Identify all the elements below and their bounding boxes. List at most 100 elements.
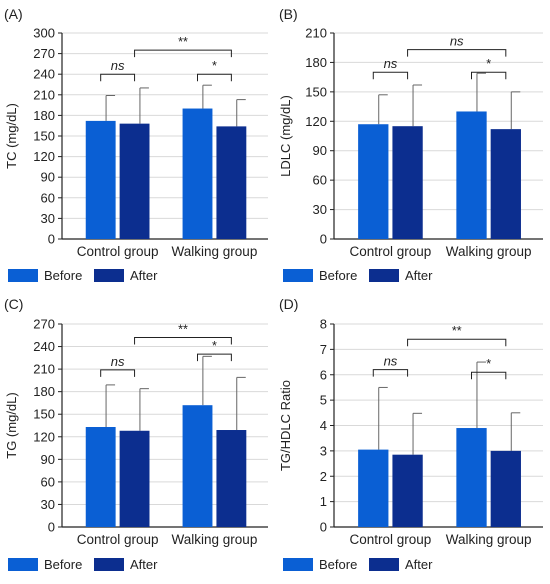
significance-bracket [197, 73, 232, 82]
legend: Before After [283, 557, 433, 572]
bar-before-walking [456, 111, 487, 239]
panel-label: (A) [4, 6, 23, 22]
legend-label-before: Before [44, 557, 82, 572]
legend-swatch-before [283, 269, 313, 282]
significance-bracket [407, 338, 507, 347]
significance-label: ns [111, 58, 125, 73]
x-category-label: Walking group [172, 532, 258, 547]
y-tick-label: 5 [320, 393, 327, 408]
y-tick-label: 60 [41, 190, 55, 205]
y-tick-label: 120 [33, 149, 55, 164]
legend-label-after: After [130, 557, 158, 572]
y-tick-label: 210 [305, 26, 327, 41]
bar-after-control [392, 126, 423, 239]
panel-label: (B) [279, 6, 298, 22]
significance-label: ns [384, 354, 398, 369]
y-tick-label: 180 [33, 384, 55, 399]
bar-before-walking [456, 428, 487, 527]
y-tick-label: 30 [41, 497, 55, 512]
bar-after-walking [490, 129, 521, 239]
y-tick-label: 0 [48, 232, 55, 247]
x-category-label: Walking group [446, 532, 532, 547]
legend-swatch-after [369, 558, 399, 571]
y-axis-label: TG/HDLC Ratio [278, 380, 293, 471]
significance-label: ns [384, 56, 398, 71]
significance-label: ** [452, 324, 462, 338]
legend-label-after: After [130, 268, 158, 283]
y-tick-label: 0 [320, 520, 327, 535]
y-tick-label: 60 [41, 474, 55, 489]
significance-bracket [100, 73, 136, 82]
y-axis-label: TC (mg/dL) [4, 103, 19, 169]
bar-after-control [119, 430, 150, 527]
chart-panel-3: (C) 0 30 60 90 120 150 180 210 240 270 TG (mg/dL) Co… [4, 296, 268, 572]
legend-swatch-after [94, 558, 124, 571]
bar-before-walking [182, 108, 213, 240]
bar-after-walking [216, 126, 247, 239]
y-tick-label: 30 [313, 202, 327, 217]
y-tick-label: 90 [41, 452, 55, 467]
legend-label-before: Before [319, 557, 357, 572]
y-tick-label: 2 [320, 469, 327, 484]
y-tick-label: 240 [33, 67, 55, 82]
y-tick-label: 90 [41, 170, 55, 185]
significance-bracket [134, 337, 232, 345]
y-tick-label: 4 [320, 418, 327, 433]
significance-label: ** [178, 323, 188, 337]
significance-bracket [134, 49, 232, 58]
y-tick-label: 150 [33, 407, 55, 422]
y-tick-label: 60 [313, 173, 327, 188]
bar-before-control [358, 449, 389, 527]
y-tick-label: 120 [33, 429, 55, 444]
panel-label: (D) [279, 296, 298, 312]
significance-bracket [407, 49, 507, 57]
x-category-label: Control group [77, 244, 159, 259]
y-tick-label: 180 [33, 108, 55, 123]
y-tick-label: 150 [33, 129, 55, 144]
panel-label: (C) [4, 296, 23, 312]
bar-after-control [392, 454, 423, 527]
legend-label-before: Before [44, 268, 82, 283]
x-category-label: Control group [350, 532, 432, 547]
y-tick-label: 7 [320, 342, 327, 357]
legend-label-after: After [405, 268, 433, 283]
significance-bracket [100, 369, 136, 377]
chart-panel-4: (D) 0 1 2 3 4 5 6 7 8 TG/HDLC Ratio Control group Wa… [278, 296, 543, 572]
bar-before-control [358, 124, 389, 239]
x-category-label: Walking group [172, 244, 258, 259]
y-tick-label: 270 [33, 317, 55, 332]
legend-swatch-before [283, 558, 313, 571]
significance-bracket [471, 371, 507, 380]
legend-swatch-before [8, 558, 38, 571]
y-tick-label: 0 [320, 232, 327, 247]
bar-after-walking [216, 430, 247, 527]
bar-after-walking [490, 450, 521, 527]
y-axis-label: TG (mg/dL) [4, 392, 19, 458]
y-tick-label: 180 [305, 55, 327, 70]
x-category-label: Control group [77, 532, 159, 547]
y-tick-label: 270 [33, 46, 55, 61]
y-tick-label: 210 [33, 362, 55, 377]
legend-swatch-before [8, 269, 38, 282]
significance-label: * [212, 59, 217, 73]
significance-label: * [486, 357, 491, 371]
y-tick-label: 210 [33, 87, 55, 102]
x-category-label: Control group [350, 244, 432, 259]
y-tick-label: 3 [320, 443, 327, 458]
significance-label: * [486, 57, 491, 71]
significance-bracket [372, 369, 409, 377]
chart-panel-1: (A) 0 30 60 90 120 150 180 210 240 270 300 TC (mg/dL… [4, 6, 268, 283]
bar-before-walking [182, 405, 213, 527]
legend-label-after: After [405, 557, 433, 572]
bar-after-control [119, 123, 150, 239]
y-tick-label: 1 [320, 494, 327, 509]
y-tick-label: 120 [305, 114, 327, 129]
significance-label: ** [178, 35, 188, 49]
chart-panel-2: (B) 0 30 60 90 120 150 180 210 LDLC (mg/dL) Contro… [278, 6, 543, 283]
significance-label: ns [111, 354, 125, 369]
y-tick-label: 240 [33, 339, 55, 354]
bar-before-control [85, 120, 116, 239]
x-category-label: Walking group [446, 244, 532, 259]
